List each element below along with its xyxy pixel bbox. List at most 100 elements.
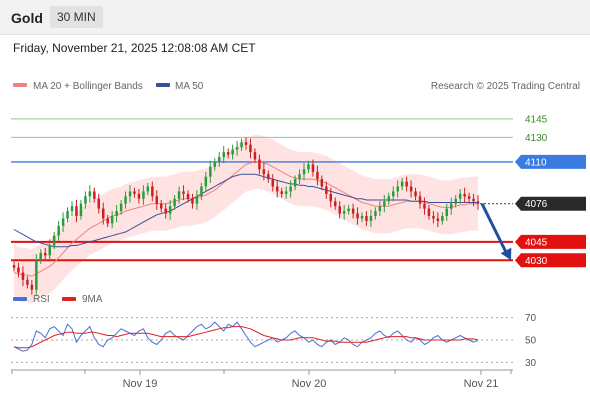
candle-body (151, 186, 154, 197)
candle-body (427, 208, 431, 216)
candle-body (39, 252, 42, 261)
candle-body (387, 196, 390, 202)
rsi-axis-label-30: 30 (525, 358, 537, 369)
candle-body (35, 260, 38, 290)
instrument-title: Gold (11, 10, 43, 26)
candle-body (218, 157, 221, 162)
candle-body (137, 193, 141, 199)
level-tag-4030 (515, 253, 586, 268)
candle-body (195, 196, 199, 204)
forecast-arrow-head (500, 247, 512, 261)
level-tag-text-4045: 4045 (525, 237, 548, 248)
legend-rsi-label: RSI (33, 294, 50, 305)
candle-body (347, 208, 350, 212)
candle-body (302, 169, 306, 175)
level-tag-4076 (515, 196, 586, 211)
candle-body (458, 193, 462, 199)
legend-ma50-swatch (156, 83, 170, 87)
candle-body (436, 218, 440, 221)
timeframe-badge[interactable]: 30 MIN (50, 6, 103, 28)
candle-body (276, 186, 279, 192)
candle-body (240, 142, 243, 148)
rsi-axis-label-70: 70 (525, 313, 537, 324)
candle-body (280, 191, 283, 194)
candle-body (258, 159, 261, 170)
candle-body (325, 186, 328, 194)
candle-body (119, 203, 123, 212)
candle-body (97, 198, 100, 209)
x-tick-label: Nov 21 (464, 378, 499, 390)
x-tick-label: Nov 20 (292, 378, 327, 390)
candle-body (124, 196, 127, 204)
date-line: Friday, November 21, 2025 12:08:08 AM CE… (13, 41, 256, 55)
candle-body (200, 186, 203, 197)
candle-body (52, 235, 56, 246)
candle-body (222, 152, 225, 157)
candle-body (262, 169, 266, 175)
level-tags: 4145 4130 4110 4076 4045 4030 (515, 114, 586, 268)
candle-body (293, 179, 297, 187)
candle-body (360, 216, 364, 219)
candle-body (351, 208, 355, 214)
candle-body (334, 201, 337, 207)
candle-body (445, 208, 448, 216)
candle-body (213, 161, 216, 167)
candle-body (106, 218, 109, 224)
candle-body (338, 206, 341, 214)
candle-body (289, 186, 292, 192)
candle-body (316, 171, 319, 180)
candle-body (17, 267, 20, 273)
rsi-ma9-line (13, 326, 479, 349)
legend-ma20-label: MA 20 + Bollinger Bands (33, 81, 143, 92)
candle-body (476, 201, 480, 204)
candle-body (392, 191, 395, 197)
candle-body (284, 191, 288, 194)
level-label-4130: 4130 (525, 133, 548, 144)
candle-body (204, 176, 208, 187)
candle-body (177, 191, 181, 199)
legend-ma50-label: MA 50 (175, 81, 204, 92)
candle-body (267, 174, 270, 180)
header-bar: Gold 30 MIN (0, 0, 590, 35)
candle-body (186, 193, 190, 199)
ma50-line (13, 173, 478, 248)
candle-body (365, 216, 368, 221)
candle-body (396, 186, 399, 192)
x-tick-label: Nov 19 (123, 378, 158, 390)
price-levels (11, 118, 513, 262)
candle-body (75, 206, 78, 216)
candle-body (79, 203, 83, 216)
candle-body (374, 211, 377, 216)
candle-body (21, 272, 25, 280)
bollinger-band-area (14, 134, 478, 304)
source-credit: Research © 2025 Trading Central (431, 81, 580, 92)
candle-body (84, 196, 87, 204)
candle-body (168, 206, 172, 214)
candle-body (418, 196, 422, 204)
candle-body (356, 213, 359, 219)
rsi-axis-label-50: 50 (525, 336, 537, 347)
candle-body (271, 179, 274, 187)
candle-body (182, 191, 185, 194)
candle-body (115, 211, 118, 216)
candle-body (66, 211, 69, 219)
candle-body (253, 152, 257, 160)
candle-body (12, 265, 16, 268)
candle-body (378, 206, 382, 212)
candle-body (423, 203, 426, 209)
level-tag-text-4076: 4076 (525, 199, 548, 210)
level-tag-text-4030: 4030 (525, 256, 548, 267)
candle-body (441, 216, 444, 221)
candle-body (61, 218, 65, 226)
legend-ma9-label: 9MA (82, 294, 103, 305)
candle-body (454, 198, 457, 204)
candle-body (146, 186, 150, 192)
rsi-line (13, 321, 479, 352)
x-axis: Nov 19 Nov 20 Nov 21 (11, 370, 512, 390)
candle-body (369, 216, 373, 221)
candle-body (226, 152, 230, 155)
forecast-arrow-shaft (480, 203, 509, 255)
candle-body (244, 142, 248, 145)
